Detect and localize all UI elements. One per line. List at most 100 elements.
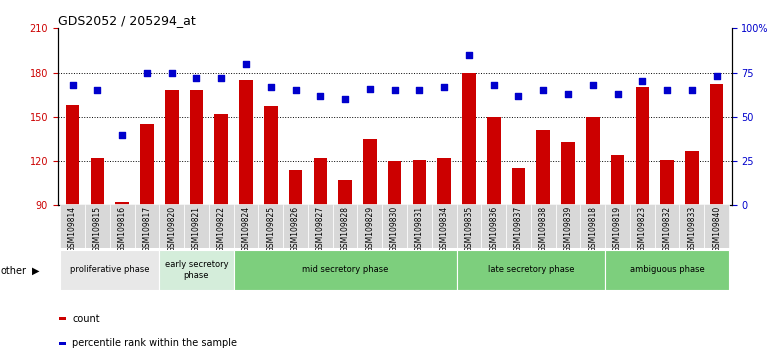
Text: GSM109815: GSM109815 (93, 206, 102, 252)
Text: GSM109837: GSM109837 (514, 206, 523, 252)
Bar (140, 124, 154, 205)
Text: GSM109834: GSM109834 (440, 206, 449, 252)
Bar (654, 204, 679, 248)
Text: GSM109819: GSM109819 (613, 206, 622, 252)
Text: GSM109818: GSM109818 (588, 206, 598, 252)
Bar (135, 204, 159, 248)
Point (91, 87, 103, 93)
Bar (531, 204, 556, 248)
Bar (357, 204, 382, 248)
Text: other: other (1, 266, 27, 276)
Bar (283, 204, 308, 248)
Point (363, 86, 376, 91)
Bar (487, 117, 500, 205)
Text: GSM109825: GSM109825 (266, 206, 275, 252)
Bar (259, 204, 283, 248)
Bar (710, 84, 724, 205)
Bar (388, 161, 401, 205)
Bar (661, 160, 674, 205)
Point (587, 82, 599, 88)
Bar (338, 180, 352, 205)
Text: mid secretory phase: mid secretory phase (302, 266, 388, 274)
Bar (556, 204, 581, 248)
Text: GSM109824: GSM109824 (242, 206, 250, 252)
Bar (413, 160, 427, 205)
Text: GSM109823: GSM109823 (638, 206, 647, 252)
Point (562, 91, 574, 97)
Text: count: count (72, 314, 100, 324)
Point (141, 70, 153, 75)
Text: GSM109831: GSM109831 (415, 206, 424, 252)
Bar (605, 250, 729, 290)
Text: GSM109838: GSM109838 (539, 206, 547, 252)
Point (166, 70, 178, 75)
Bar (233, 204, 259, 248)
Bar (91, 158, 104, 205)
Text: ambiguous phase: ambiguous phase (630, 266, 705, 274)
Bar (437, 158, 451, 205)
Bar (289, 170, 303, 205)
Bar (685, 151, 698, 205)
Text: GSM109827: GSM109827 (316, 206, 325, 252)
Bar (457, 250, 605, 290)
Bar (214, 114, 228, 205)
Bar (605, 204, 630, 248)
Point (636, 79, 648, 84)
Text: GSM109814: GSM109814 (68, 206, 77, 252)
Bar (705, 204, 729, 248)
Bar (165, 90, 179, 205)
Bar (60, 250, 159, 290)
Text: GSM109829: GSM109829 (365, 206, 374, 252)
Bar (159, 204, 184, 248)
Bar (333, 204, 357, 248)
Text: GSM109833: GSM109833 (688, 206, 696, 252)
Text: GSM109835: GSM109835 (464, 206, 474, 252)
Point (537, 87, 550, 93)
Text: GSM109836: GSM109836 (489, 206, 498, 252)
Text: percentile rank within the sample: percentile rank within the sample (72, 338, 237, 348)
Text: GSM109821: GSM109821 (192, 206, 201, 252)
Bar (462, 73, 476, 205)
Bar (611, 155, 624, 205)
Point (66, 82, 79, 88)
Text: GSM109820: GSM109820 (167, 206, 176, 252)
Point (661, 87, 673, 93)
Point (512, 93, 524, 98)
Bar (239, 80, 253, 205)
Point (290, 87, 302, 93)
Text: GSM109817: GSM109817 (142, 206, 152, 252)
Bar (630, 204, 654, 248)
Bar (189, 90, 203, 205)
Point (487, 82, 500, 88)
Bar (363, 139, 377, 205)
Text: ▶: ▶ (32, 266, 40, 276)
Bar (85, 204, 110, 248)
Bar (60, 204, 85, 248)
Bar (264, 107, 278, 205)
Text: GSM109822: GSM109822 (216, 206, 226, 252)
Bar (308, 204, 333, 248)
Bar (537, 130, 550, 205)
Text: late secretory phase: late secretory phase (487, 266, 574, 274)
Bar (561, 142, 575, 205)
Bar (313, 158, 327, 205)
Text: GSM109840: GSM109840 (712, 206, 721, 252)
Point (314, 93, 326, 98)
Text: GSM109830: GSM109830 (390, 206, 399, 252)
Point (463, 52, 475, 58)
Point (116, 132, 129, 137)
Point (686, 87, 698, 93)
Bar (432, 204, 457, 248)
Bar (110, 204, 135, 248)
Text: GSM109826: GSM109826 (291, 206, 300, 252)
Text: GSM109832: GSM109832 (663, 206, 671, 252)
Point (413, 87, 426, 93)
Bar (457, 204, 481, 248)
Bar (184, 204, 209, 248)
Bar (506, 204, 531, 248)
Text: GSM109828: GSM109828 (340, 206, 350, 252)
Text: early secretory
phase: early secretory phase (165, 260, 228, 280)
Point (215, 75, 227, 81)
Bar (65, 105, 79, 205)
Bar (635, 87, 649, 205)
